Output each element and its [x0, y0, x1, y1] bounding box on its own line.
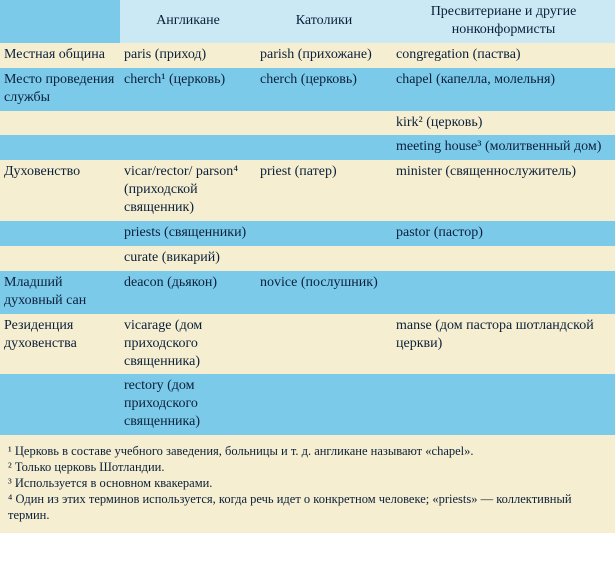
footnote-4: ⁴ Один из этих терминов используется, ко… [8, 491, 607, 523]
denomination-table: Англикане Католики Пресвитериане и други… [0, 0, 615, 533]
header-presbyterian: Пресвитериане и другие нонконформисты [392, 0, 615, 43]
cell: paris (приход) [120, 43, 256, 68]
cell [0, 221, 120, 246]
cell [0, 111, 120, 136]
table-wrapper: Англикане Католики Пресвитериане и други… [0, 0, 615, 533]
table-row: curate (викарий) [0, 246, 615, 271]
cell: priests (священники) [120, 221, 256, 246]
cell [120, 111, 256, 136]
cell [392, 374, 615, 435]
cell [0, 135, 120, 160]
table-row: Младший духовный санdeacon (дьякон)novic… [0, 271, 615, 314]
cell: Местная община [0, 43, 120, 68]
cell [0, 246, 120, 271]
cell: curate (викарий) [120, 246, 256, 271]
footnote-2: ² Только церковь Шотландии. [8, 459, 607, 475]
cell [392, 246, 615, 271]
cell: rectory (дом приходского священника) [120, 374, 256, 435]
table-row: Духовенствоvicar/rector/ parson⁴ (приход… [0, 160, 615, 221]
cell: pastor (пастор) [392, 221, 615, 246]
cell: Место проведения службы [0, 68, 120, 111]
cell: priest (патер) [256, 160, 392, 221]
table-row: Местная общинаparis (приход)parish (прих… [0, 43, 615, 68]
cell [256, 221, 392, 246]
cell [392, 271, 615, 314]
cell: congregation (паства) [392, 43, 615, 68]
footnotes-row: ¹ Церковь в составе учебного заведения, … [0, 435, 615, 533]
cell: Духовенство [0, 160, 120, 221]
cell [256, 246, 392, 271]
cell: meeting house³ (молитвенный дом) [392, 135, 615, 160]
table-body: Местная общинаparis (приход)parish (прих… [0, 43, 615, 435]
cell [256, 111, 392, 136]
cell: kirk² (церковь) [392, 111, 615, 136]
table-row: rectory (дом приходского священника) [0, 374, 615, 435]
table-row: Резиденция духовенстваvicarage (дом прих… [0, 314, 615, 375]
cell: chapel (капелла, молельня) [392, 68, 615, 111]
cell: minister (священнослужитель) [392, 160, 615, 221]
footnote-1: ¹ Церковь в составе учебного заведения, … [8, 443, 607, 459]
cell [120, 135, 256, 160]
header-catholics: Католики [256, 0, 392, 43]
cell: vicarage (дом приходского священника) [120, 314, 256, 375]
cell: cherch¹ (церковь) [120, 68, 256, 111]
cell: Младший духовный сан [0, 271, 120, 314]
cell: Резиденция духовенства [0, 314, 120, 375]
table-row: kirk² (церковь) [0, 111, 615, 136]
cell [256, 135, 392, 160]
cell: parish (прихожане) [256, 43, 392, 68]
cell: deacon (дьякон) [120, 271, 256, 314]
header-anglicans: Англикане [120, 0, 256, 43]
header-blank [0, 0, 120, 43]
table-row: meeting house³ (молитвенный дом) [0, 135, 615, 160]
footnote-3: ³ Используется в основном квакерами. [8, 475, 607, 491]
cell [256, 374, 392, 435]
cell: cherch (церковь) [256, 68, 392, 111]
cell [256, 314, 392, 375]
cell: novice (послушник) [256, 271, 392, 314]
table-row: Место проведения службыcherch¹ (церковь)… [0, 68, 615, 111]
cell: vicar/rector/ parson⁴ (приходской священ… [120, 160, 256, 221]
table-row: priests (священники) pastor (пастор) [0, 221, 615, 246]
cell [0, 374, 120, 435]
cell: manse (дом пастора шотландской церкви) [392, 314, 615, 375]
